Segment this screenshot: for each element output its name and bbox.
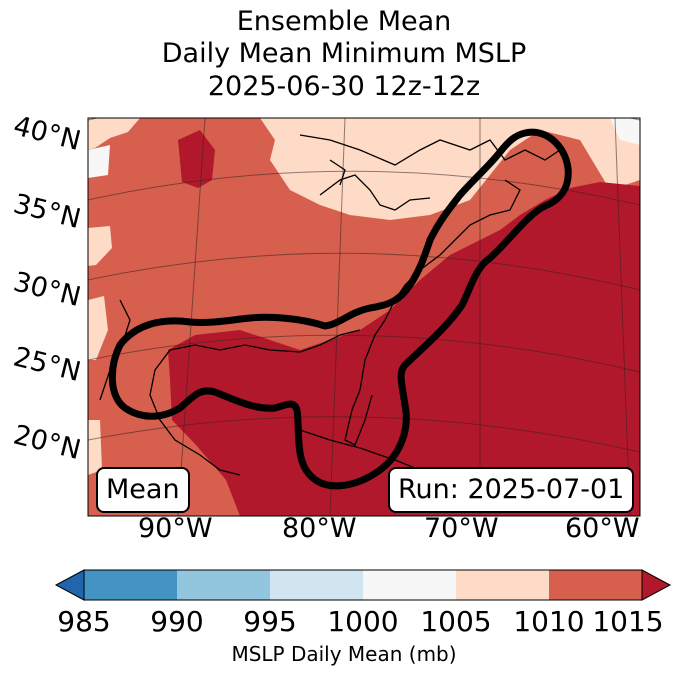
colorbar-extend-high bbox=[641, 569, 672, 601]
colorbar-bin-995-1000 bbox=[270, 570, 363, 600]
field-1000-1005-north bbox=[260, 118, 640, 220]
colorbar-bin-1010-1015 bbox=[549, 570, 642, 600]
colorbar-tick-1010: 1010 bbox=[513, 605, 585, 638]
map-frame bbox=[87, 117, 641, 517]
colorbar-label: MSLP Daily Mean (mb) bbox=[231, 642, 457, 666]
contour-1010 bbox=[108, 128, 572, 490]
field-995-1000-patch bbox=[610, 118, 640, 145]
colorbar-bin-1000-1005 bbox=[363, 570, 456, 600]
colorbar-tick-985: 985 bbox=[57, 605, 111, 638]
title-line-3: 2025-06-30 12z-12z bbox=[207, 71, 481, 102]
colorbar-bin-1005-1010 bbox=[456, 570, 549, 600]
colorbar-tick-1000: 1000 bbox=[327, 605, 399, 638]
colorbar-tick-990: 990 bbox=[150, 605, 204, 638]
colorbar-extend-low bbox=[54, 569, 85, 601]
lon-label-90: 90°W bbox=[138, 513, 213, 544]
colorbar-bin-985-990 bbox=[84, 570, 177, 600]
title-line-2: Daily Mean Minimum MSLP bbox=[161, 38, 527, 69]
lon-label-70: 70°W bbox=[424, 513, 499, 544]
mean-label-box: Mean bbox=[96, 467, 190, 513]
title-line-1: Ensemble Mean bbox=[236, 6, 452, 37]
colorbar bbox=[54, 569, 672, 601]
colorbar-tick-1005: 1005 bbox=[420, 605, 492, 638]
colorbar-tick-1015: 1015 bbox=[592, 605, 664, 638]
field-995-1000-west bbox=[88, 145, 110, 178]
field-1010-1015-blob bbox=[178, 130, 215, 188]
colorbar-tick-995: 995 bbox=[243, 605, 297, 638]
lon-label-80: 80°W bbox=[282, 513, 357, 544]
colorbar-bin-990-995 bbox=[177, 570, 270, 600]
map-panel bbox=[87, 117, 641, 517]
lon-label-60: 60°W bbox=[565, 513, 640, 544]
run-date-box: Run: 2025-07-01 bbox=[388, 467, 635, 513]
field-1010-1015-main bbox=[168, 182, 640, 516]
